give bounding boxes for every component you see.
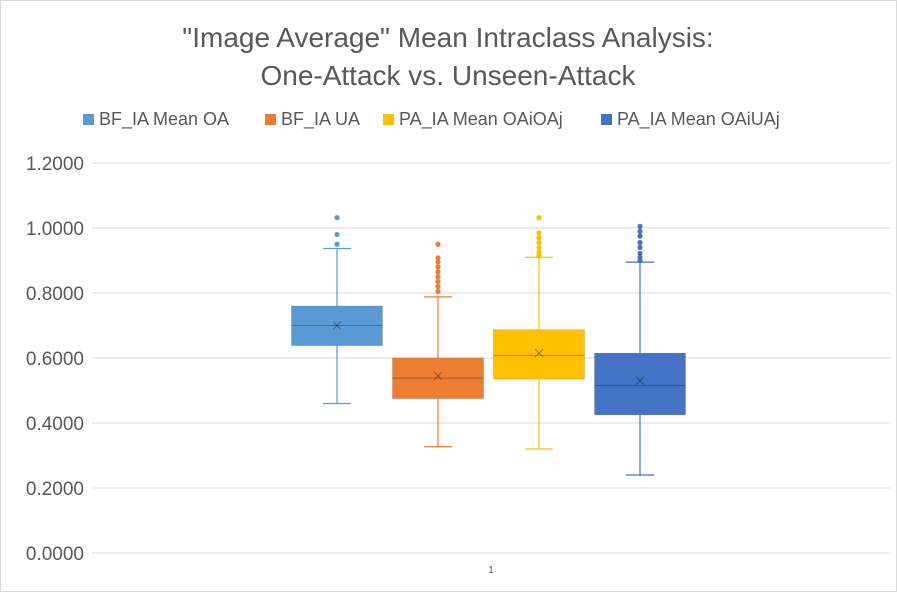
outlier-3-5 [637, 233, 643, 239]
box-3 [594, 352, 686, 416]
legend: BF_IA Mean OA BF_IA UA PA_IA Mean OAiOAj PA… [83, 109, 780, 130]
mean-marker-0 [332, 321, 342, 330]
outlier-0-1 [334, 231, 340, 238]
mean-marker-2 [534, 348, 544, 358]
outlier-0-2 [334, 215, 340, 221]
box-0 [291, 305, 383, 347]
outlier-2-4 [536, 235, 542, 241]
outlier-3-4 [637, 240, 643, 246]
gridlines [92, 162, 890, 554]
x-category-label: 1 [488, 565, 494, 576]
outlier-2-3 [536, 240, 542, 246]
y-tick-label-0: 0.0000 [26, 544, 84, 565]
chart-title-line-2: One-Attack vs. Unseen-Attack [260, 60, 636, 91]
outlier-3-3 [637, 244, 643, 251]
y-tick-label-5: 1.0000 [26, 219, 84, 240]
legend-label-3: PA_IA Mean OAiUAj [617, 109, 780, 130]
legend-item-1: BF_IA UA [265, 109, 360, 130]
box-2 [493, 329, 585, 380]
legend-label-0: BF_IA Mean OA [99, 109, 229, 130]
outlier-0-0 [334, 241, 340, 247]
outlier-1-3 [435, 274, 441, 280]
box-1 [392, 357, 484, 400]
legend-label-2: PA_IA Mean OAiOAj [399, 109, 563, 130]
legend-item-0: BF_IA Mean OA [83, 109, 229, 130]
outlier-1-1 [435, 283, 441, 290]
chart-title: "Image Average" Mean Intraclass Analysis… [182, 22, 713, 91]
mean-marker-1 [433, 371, 443, 381]
plot-area [291, 215, 686, 476]
legend-swatch-0 [83, 114, 94, 125]
chart-title-line-1: "Image Average" Mean Intraclass Analysis… [182, 22, 713, 53]
outlier-2-5 [536, 230, 542, 236]
box-series-2 [493, 215, 585, 450]
outlier-2-2 [536, 244, 542, 251]
y-tick-label-2: 0.4000 [26, 414, 84, 435]
box-series-1 [392, 241, 484, 448]
y-tick-label-1: 0.2000 [26, 479, 84, 500]
box-series-3 [594, 223, 686, 476]
outlier-1-4 [435, 269, 441, 275]
legend-swatch-2 [383, 114, 394, 125]
y-tick-label-3: 0.6000 [26, 349, 84, 370]
outlier-3-2 [637, 250, 643, 256]
legend-label-1: BF_IA UA [281, 109, 360, 130]
mean-marker-3 [635, 376, 645, 386]
outlier-1-6 [435, 259, 441, 265]
legend-item-2: PA_IA Mean OAiOAj [383, 109, 563, 130]
outlier-3-6 [637, 228, 643, 234]
box-series-0 [291, 215, 383, 405]
outlier-2-6 [536, 215, 542, 221]
legend-item-3: PA_IA Mean OAiUAj [601, 109, 780, 130]
y-tick-label-6: 1.2000 [26, 154, 84, 175]
outlier-1-5 [435, 264, 441, 270]
outlier-2-1 [536, 249, 542, 255]
legend-swatch-3 [601, 114, 612, 125]
outlier-1-8 [435, 241, 441, 247]
outlier-1-0 [435, 288, 441, 294]
outlier-1-7 [435, 255, 441, 261]
outlier-3-1 [637, 254, 643, 260]
y-tick-label-4: 0.8000 [26, 284, 84, 305]
outlier-3-7 [637, 223, 643, 229]
y-axis: 0.0000 0.2000 0.4000 0.6000 0.8000 1.0000 1.20… [26, 154, 84, 565]
outlier-1-2 [435, 279, 441, 285]
legend-swatch-1 [265, 114, 276, 125]
